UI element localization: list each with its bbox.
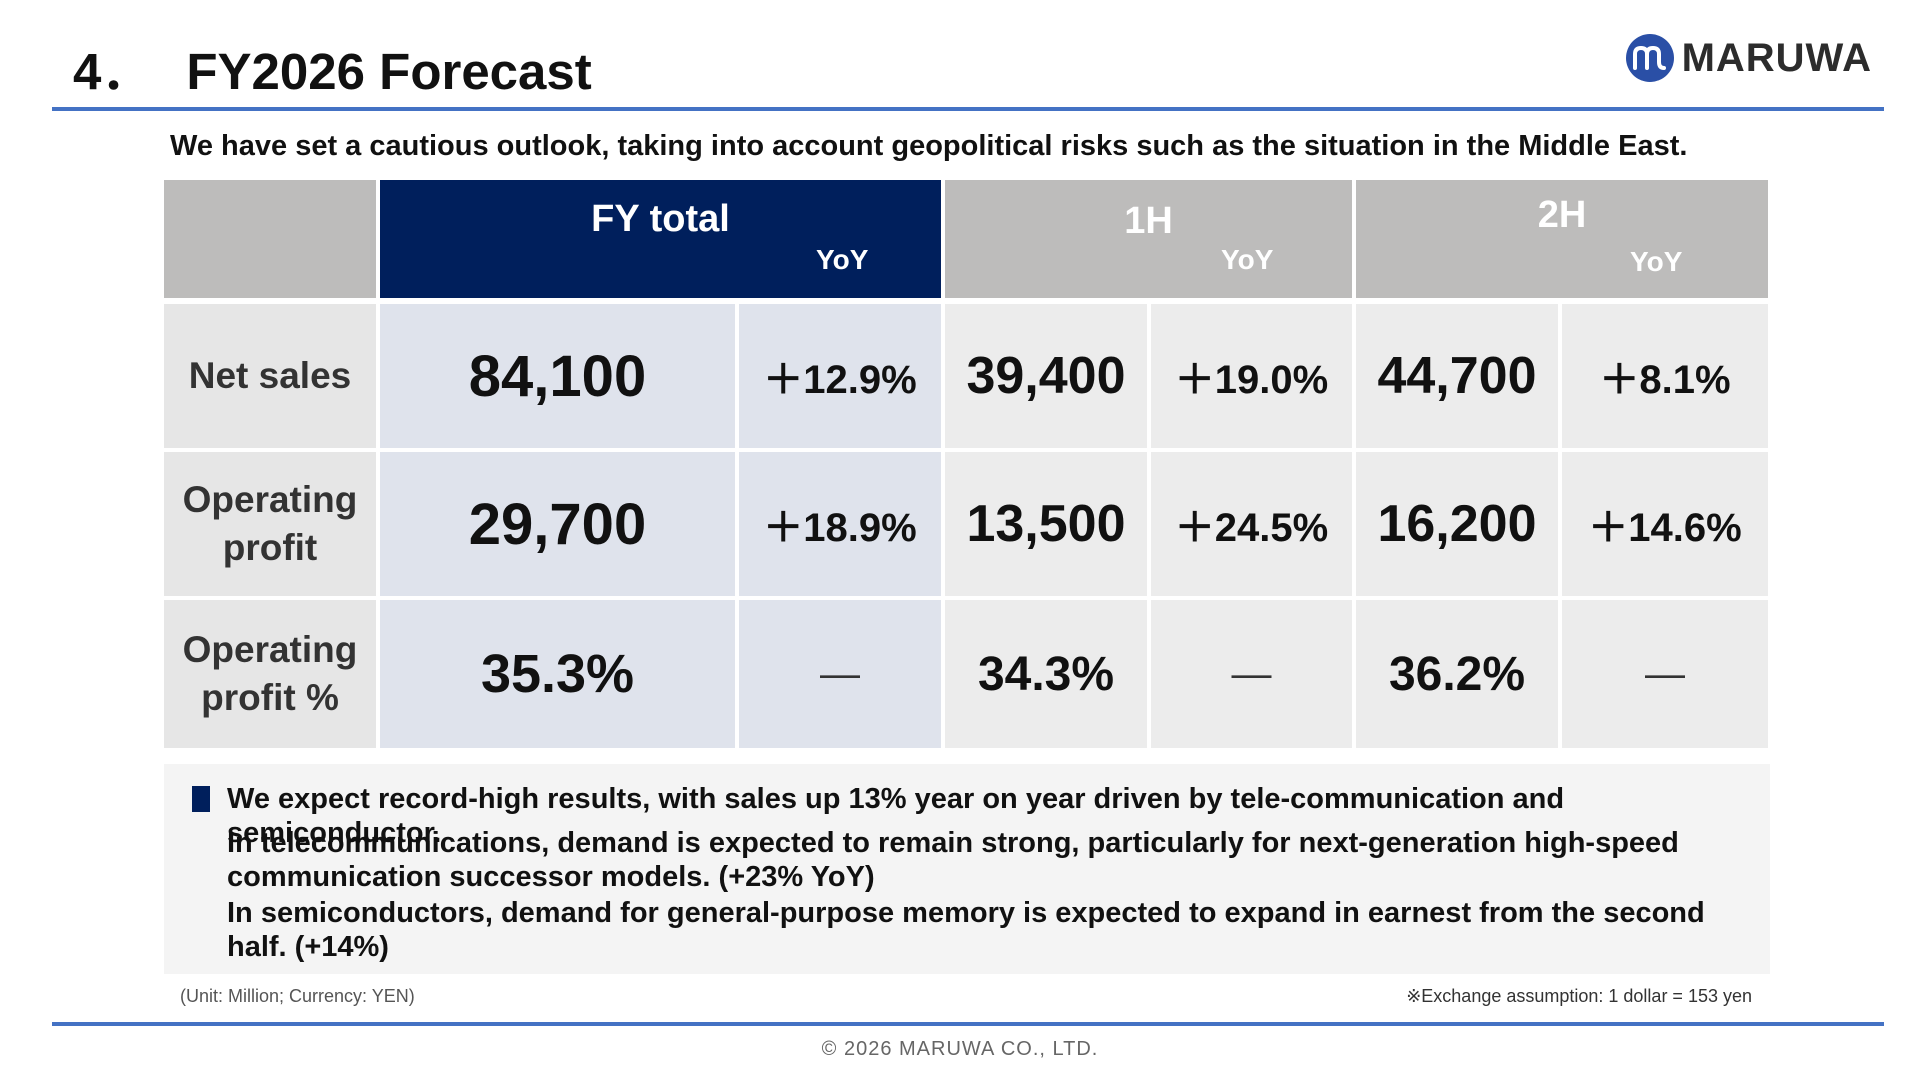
net-sales-1h-value: 39,400 [945,304,1147,448]
operating-profit-1h-value: 13,500 [945,452,1147,596]
header-2h-yoy: YoY [1630,246,1683,277]
operating-profit-2h-yoy: ＋14.6% [1562,452,1768,596]
header-fy-yoy: YoY [816,244,869,275]
note-headline: We expect record-high results, with sale… [227,783,1565,849]
row-label-line1: Operating [182,628,358,670]
header-1h-yoy: YoY [1221,244,1274,275]
net-sales-fy-yoy: ＋12.9% [739,304,941,448]
operating-margin-1h-yoy: — [1151,600,1352,748]
operating-margin-fy-value: 35.3% [380,600,735,748]
operating-margin-2h-yoy: — [1562,600,1768,748]
row-label-net-sales: Net sales [164,304,376,448]
note-semiconductors: In semiconductors, demand for general-pu… [227,897,1705,963]
page-title-text: FY2026 Forecast [186,43,592,100]
maruwa-logo-icon [1625,34,1674,82]
page-title: 4． FY2026 Forecast [73,30,592,104]
header-divider [52,107,1884,111]
row-label-line2: profit [222,527,318,568]
header-1h-label: 1H [1124,200,1173,242]
exchange-note: ※Exchange assumption: 1 dollar = 153 yen [1406,986,1752,1006]
net-sales-2h-yoy: ＋8.1% [1562,304,1768,448]
operating-profit-2h-value: 16,200 [1356,452,1558,596]
operating-profit-1h-yoy: ＋24.5% [1151,452,1352,596]
net-sales-2h-value: 44,700 [1356,304,1558,448]
square-bullet-icon [192,786,210,812]
page-subtitle: We have set a cautious outlook, taking i… [170,130,1688,162]
maruwa-logo: MARUWA [1625,34,1872,82]
net-sales-1h-yoy: ＋19.0% [1151,304,1352,448]
header-2h-label: 2H [1537,194,1587,236]
operating-margin-2h-value: 36.2% [1356,600,1558,748]
outlook-notes: We expect record-high results, with sale… [164,764,1770,974]
header-fy-label: FY total [591,198,730,240]
net-sales-fy-value: 84,100 [380,304,735,448]
header-1h: 1H YoY [945,180,1352,298]
row-label-line1: Operating [182,478,358,520]
operating-profit-fy-value: 29,700 [380,452,735,596]
unit-note: (Unit: Million; Currency: YEN) [180,986,415,1006]
note-telecom: In telecommunications, demand is expecte… [227,827,1679,893]
logo-wordmark: MARUWA [1681,35,1872,80]
operating-profit-fy-yoy: ＋18.9% [739,452,941,596]
header-corner-cell [164,180,376,298]
row-label-operating-profit-pct: Operating profit % [164,600,376,748]
header-2h: 2H YoY [1356,180,1768,298]
operating-margin-fy-yoy: — [739,600,941,748]
header-fy-total: FY total YoY [380,180,941,298]
copyright: © 2026 MARUWA CO., LTD. [821,1038,1099,1060]
row-label-line2: profit % [201,677,339,718]
row-label-operating-profit: Operating profit [164,452,376,596]
row-label-line1: Net sales [188,354,352,396]
footer-divider [52,1022,1884,1026]
operating-margin-1h-value: 34.3% [945,600,1147,748]
section-number: 4． [73,43,153,100]
forecast-table: FY total YoY 1H YoY 2H YoY Net sales 84,… [164,180,1768,748]
